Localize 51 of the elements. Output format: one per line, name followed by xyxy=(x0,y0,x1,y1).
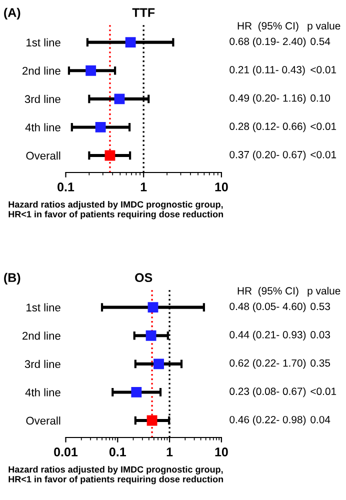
x-tick-label: 10 xyxy=(215,448,228,456)
text: HR (95% CI) xyxy=(238,22,298,32)
text: p value xyxy=(308,22,340,32)
y-tick-label: 2nd line xyxy=(22,66,60,75)
y-tick-label: 3rd line xyxy=(24,360,60,368)
data-label: 0.37 (0.20- 0.67) xyxy=(230,150,306,160)
text: p value xyxy=(308,286,340,297)
data-label: 0.23 (0.08- 0.67) xyxy=(230,387,306,398)
text: 0.35 xyxy=(310,359,330,367)
text: 0.04 xyxy=(310,416,330,424)
y-tick-label: 2nd line xyxy=(22,332,60,340)
text: 0.10 xyxy=(310,94,330,102)
x-tick-label: 0.1 xyxy=(109,448,126,456)
x-tick-label: 0.1 xyxy=(58,182,74,192)
data-label: 0.68 (0.19- 2.40) xyxy=(230,37,306,48)
x-tick-label: 10 xyxy=(215,182,228,192)
x-tick-label: 1 xyxy=(166,448,173,456)
data-label: 0.44 (0.21- 0.93) xyxy=(230,330,306,340)
text: 0.03 xyxy=(310,331,330,338)
y-tick-label: 3rd line xyxy=(24,94,60,104)
y-tick-label: 1st line xyxy=(26,38,60,46)
text: <0.01 xyxy=(310,388,336,396)
y-tick-label: Overall xyxy=(26,151,60,160)
chart-subtitle: (B) xyxy=(4,272,20,284)
text: 0.54 xyxy=(310,38,330,46)
data-label: 0.46 (0.22- 0.98) xyxy=(230,416,306,426)
data-label: 0.48 (0.05- 4.60) xyxy=(230,302,306,312)
text: <0.01 xyxy=(310,66,336,74)
data-label: 0.28 (0.12- 0.66) xyxy=(230,122,306,132)
x-tick-label: 0.01 xyxy=(54,448,78,456)
chart-title: OS xyxy=(135,273,152,282)
text: 0.53 xyxy=(310,302,330,310)
data-label: 0.21 (0.11- 0.43) xyxy=(230,66,305,76)
y-tick-label: 4th line xyxy=(25,388,60,396)
text: <0.01 xyxy=(310,122,336,130)
data-label: 0.49 (0.20- 1.16) xyxy=(230,94,306,104)
data-label: 0.62 (0.22- 1.70) xyxy=(230,359,306,369)
chart-title: TTF xyxy=(132,8,155,17)
text: HR (95% CI) xyxy=(238,286,298,297)
y-tick-label: Overall xyxy=(26,416,60,425)
point xyxy=(146,415,158,426)
point xyxy=(131,387,142,398)
point xyxy=(146,330,156,341)
text: <0.01 xyxy=(310,150,336,158)
text: Hazard ratios adjusted by IMDC prognostic group, HR<1 in favor of patients requiring dose reduction xyxy=(8,201,224,220)
point xyxy=(148,302,158,313)
text: Hazard ratios adjusted by IMDC prognostic group, HR<1 in favor of patients requiring dose reduction xyxy=(8,466,224,484)
y-tick-label: 4th line xyxy=(25,123,60,132)
y-tick-label: 1st line xyxy=(26,303,60,312)
x-tick-label: 1 xyxy=(140,182,147,192)
chart-subtitle: (A) xyxy=(4,8,20,20)
